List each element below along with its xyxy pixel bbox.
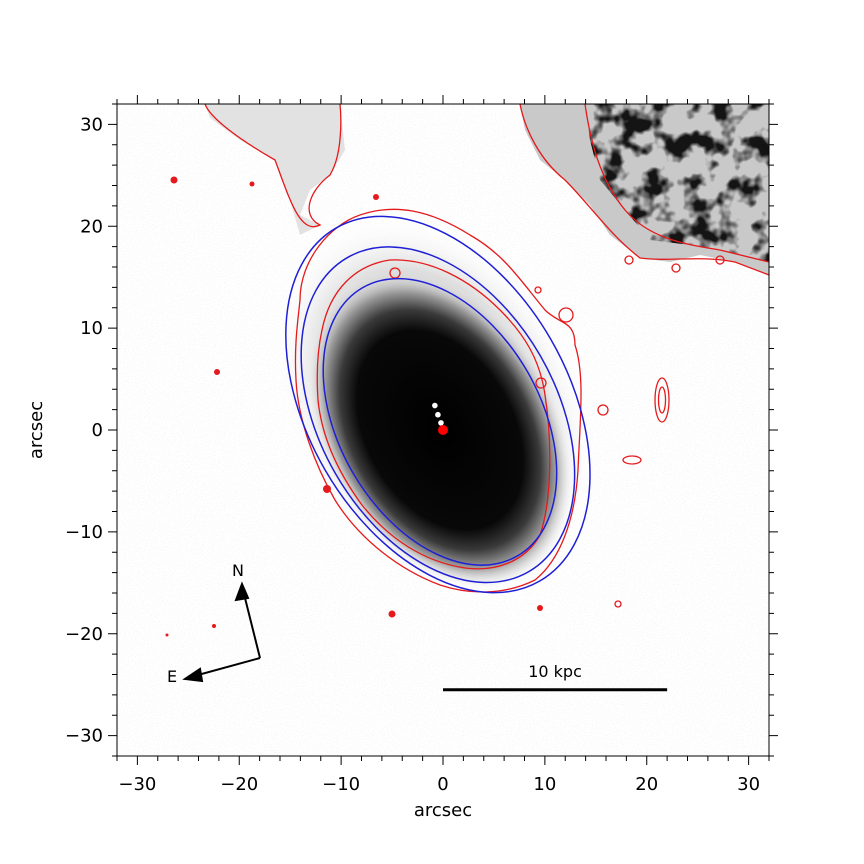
source-contour — [614, 600, 622, 608]
y-tick-label: −30 — [65, 726, 103, 747]
source-contour — [654, 377, 670, 423]
x-axis-ticks: −30 −20 −10 0 10 20 30 — [116, 95, 770, 795]
source-contour — [534, 286, 542, 294]
x-axis-label: arcsec — [414, 800, 472, 821]
source-contour — [657, 386, 667, 414]
offset-marker — [432, 402, 438, 409]
y-tick-label: 20 — [80, 216, 103, 237]
y-tick-label: 10 — [80, 318, 103, 339]
companion-contour — [519, 104, 769, 276]
source-contour — [535, 377, 547, 389]
source-contour — [597, 404, 609, 416]
x-tick-label: −20 — [220, 774, 258, 795]
isophote-ellipse — [300, 246, 576, 584]
x-tick-label: 20 — [635, 774, 658, 795]
flux-contours — [204, 104, 769, 608]
source-contour — [558, 307, 574, 323]
point-sources — [165, 176, 543, 637]
red-source — [165, 633, 169, 637]
red-source — [323, 485, 331, 493]
source-contour — [622, 455, 642, 465]
inner-contour — [316, 259, 551, 570]
y-axis-label: arcsec — [26, 401, 47, 459]
compass-east-label: E — [167, 667, 177, 686]
outer-contour — [294, 208, 582, 593]
galaxy-center-marker — [438, 425, 448, 435]
y-tick-label: −10 — [65, 522, 103, 543]
red-source — [249, 181, 255, 187]
isophote-ellipse — [285, 215, 591, 594]
x-tick-label: −10 — [322, 774, 360, 795]
y-axis-ticks: 30 20 10 0 −10 −20 −30 — [65, 103, 778, 757]
x-tick-label: 30 — [737, 774, 760, 795]
compass-north-label: N — [232, 561, 244, 580]
red-source — [170, 176, 178, 184]
north-arrowhead-icon — [234, 581, 250, 602]
source-contour — [715, 255, 725, 265]
red-source — [214, 369, 220, 375]
x-tick-label: 10 — [533, 774, 556, 795]
compass-rose — [182, 581, 261, 683]
source-contour — [671, 263, 681, 273]
source-contour — [624, 255, 634, 265]
red-source — [212, 624, 216, 628]
x-tick-label: −30 — [118, 774, 156, 795]
diffuse-contour — [204, 104, 342, 228]
companion-galaxy — [520, 104, 769, 275]
x-tick-label: 0 — [437, 774, 448, 795]
y-tick-label: 0 — [92, 420, 103, 441]
y-tick-label: 30 — [80, 114, 103, 135]
offset-marker — [438, 420, 444, 426]
scale-bar-label: 10 kpc — [528, 662, 582, 681]
red-source — [388, 610, 396, 618]
y-tick-label: −20 — [65, 624, 103, 645]
companion-contour-inner — [584, 104, 769, 263]
offset-marker — [435, 411, 441, 418]
fitted-isophote-ellipses — [285, 215, 591, 594]
image-panel — [117, 104, 769, 756]
red-source — [373, 194, 379, 200]
diffuse-emission — [205, 104, 345, 235]
east-arrowhead-icon — [182, 667, 204, 683]
red-source — [537, 605, 543, 611]
isophote-center-markers — [432, 402, 444, 426]
isophote-ellipse — [322, 277, 558, 566]
